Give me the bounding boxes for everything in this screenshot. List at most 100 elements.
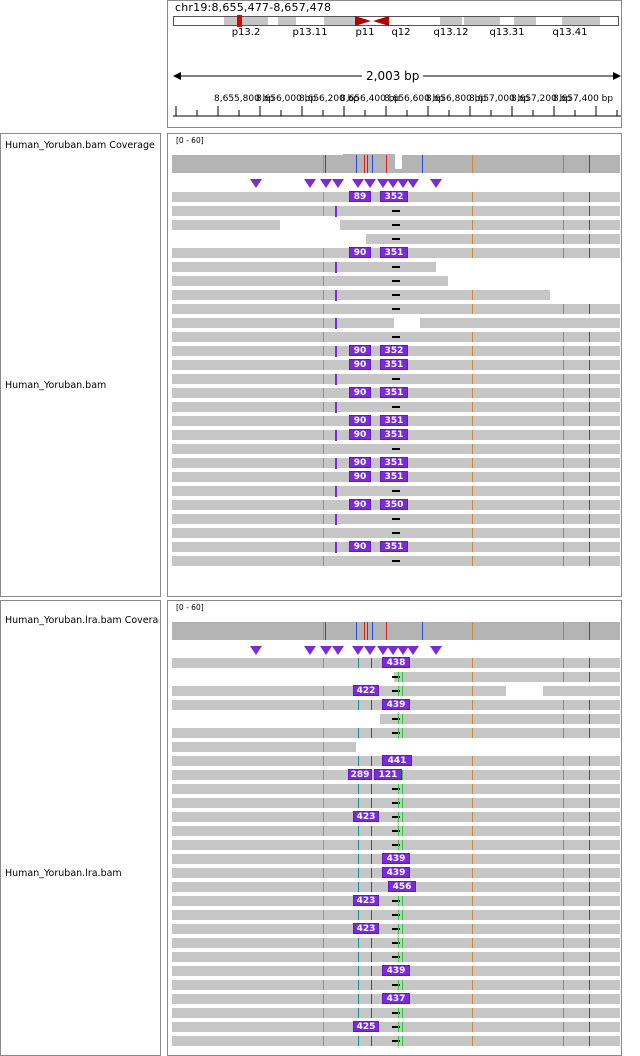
insertion-size-label[interactable]: 351 [380, 471, 408, 482]
insertion-size-label[interactable]: 90 [349, 429, 371, 440]
insertion-size-label[interactable]: 351 [380, 359, 408, 370]
insertion-triangle-icon[interactable] [304, 179, 316, 188]
insertion-size-label[interactable]: 456 [388, 881, 416, 892]
insertion-size-label[interactable]: 351 [380, 247, 408, 258]
insertion-bar[interactable] [335, 290, 337, 301]
insertion-size-label[interactable]: 90 [349, 457, 371, 468]
insertion-size-label[interactable]: 423 [353, 923, 379, 934]
insertion-bar[interactable] [335, 542, 337, 553]
insertion-size-label[interactable]: 121 [374, 769, 402, 780]
read-segment[interactable] [172, 742, 356, 752]
insertion-triangle-icon[interactable] [364, 179, 376, 188]
reads-track-name-b[interactable]: Human_Yoruban.lra.bam [5, 868, 122, 879]
insertion-size-label[interactable]: 438 [382, 657, 410, 668]
insertion-triangle-icon[interactable] [387, 179, 399, 188]
insertion-triangle-icon[interactable] [250, 179, 262, 188]
insertion-size-label[interactable]: 90 [349, 415, 371, 426]
coverage-variant-mark [364, 622, 365, 640]
insertion-bar[interactable] [335, 458, 337, 469]
insertion-triangle-icon[interactable] [387, 646, 399, 655]
insertion-bar[interactable] [335, 514, 337, 525]
insertion-size-label[interactable]: 90 [349, 359, 371, 370]
read-segment[interactable] [543, 686, 620, 696]
insertion-size-label[interactable]: 425 [353, 1021, 379, 1032]
read-segment[interactable] [172, 276, 448, 286]
insertion-triangle-icon[interactable] [352, 179, 364, 188]
insertion-size-label[interactable]: 352 [380, 345, 408, 356]
mismatch-mark [563, 882, 564, 892]
insertion-triangle-icon[interactable] [304, 646, 316, 655]
insertion-bar[interactable] [335, 206, 337, 217]
coverage-track-name-a[interactable]: Human_Yoruban.bam Coverage [5, 140, 155, 151]
read-segment[interactable] [172, 262, 436, 272]
read-segment[interactable] [172, 318, 394, 328]
insertion-triangle-icon[interactable] [364, 646, 376, 655]
insertion-size-label[interactable]: 439 [382, 699, 410, 710]
insertion-size-label[interactable]: 351 [380, 541, 408, 552]
insertion-size-label[interactable]: 439 [382, 853, 410, 864]
insertion-size-label[interactable]: 90 [349, 499, 371, 510]
insertion-size-label[interactable]: 439 [382, 965, 410, 976]
insertion-size-label[interactable]: 423 [353, 895, 379, 906]
insertion-triangle-icon[interactable] [377, 179, 389, 188]
insertion-size-label[interactable]: 422 [353, 685, 379, 696]
insertion-triangle-icon[interactable] [332, 179, 344, 188]
insertion-size-label[interactable]: 351 [380, 457, 408, 468]
mismatch-mark [358, 868, 359, 878]
insertion-size-label[interactable]: 90 [349, 471, 371, 482]
read-segment[interactable] [366, 234, 620, 244]
read-segment[interactable] [172, 290, 550, 300]
mismatch-mark [589, 430, 590, 440]
insertion-size-label[interactable]: 351 [380, 429, 408, 440]
insertion-bar[interactable] [335, 318, 337, 329]
mismatch-mark [398, 784, 399, 794]
insertion-size-label[interactable]: 423 [353, 811, 379, 822]
insertion-triangle-icon[interactable] [332, 646, 344, 655]
insertion-triangle-icon[interactable] [320, 646, 332, 655]
insertion-size-label[interactable]: 439 [382, 867, 410, 878]
coverage-variant-mark [367, 622, 368, 640]
insertion-bar[interactable] [335, 374, 337, 385]
insertion-size-label[interactable]: 90 [349, 247, 371, 258]
insertion-size-label[interactable]: 90 [349, 345, 371, 356]
insertion-triangle-icon[interactable] [320, 179, 332, 188]
insertion-size-label[interactable]: 352 [380, 191, 408, 202]
read-segment[interactable] [172, 220, 280, 230]
span-label: 2,003 bp [362, 69, 424, 83]
insertion-triangle-icon[interactable] [430, 646, 442, 655]
read-segment[interactable] [420, 318, 620, 328]
insertion-triangle-icon[interactable] [250, 646, 262, 655]
read-segment[interactable] [172, 686, 506, 696]
insertion-size-label[interactable]: 441 [382, 755, 412, 766]
mismatch-mark [563, 812, 564, 822]
insertion-triangle-icon[interactable] [397, 646, 409, 655]
insertion-size-label[interactable]: 351 [380, 387, 408, 398]
coverage-variant-mark [386, 622, 387, 640]
insertion-size-label[interactable]: 289 [348, 769, 372, 780]
insertion-size-label[interactable]: 90 [349, 387, 371, 398]
insertion-size-label[interactable]: 437 [382, 993, 410, 1004]
insertion-size-label[interactable]: 351 [380, 415, 408, 426]
insertion-triangle-icon[interactable] [430, 179, 442, 188]
insertion-bar[interactable] [335, 402, 337, 413]
deletion-mark [392, 336, 400, 338]
insertion-triangle-icon[interactable] [352, 646, 364, 655]
insertion-bar[interactable] [335, 346, 337, 357]
reads-track-name-a[interactable]: Human_Yoruban.bam [5, 380, 107, 391]
read-segment[interactable] [394, 672, 620, 682]
insertion-triangle-icon[interactable] [397, 179, 409, 188]
insertion-triangle-icon[interactable] [377, 646, 389, 655]
insertion-bar[interactable] [335, 486, 337, 497]
insertion-size-label[interactable]: 90 [349, 541, 371, 552]
read-segment[interactable] [380, 714, 620, 724]
insertion-size-label[interactable]: 350 [380, 499, 408, 510]
chromosome-ideogram[interactable] [173, 15, 619, 27]
read-segment[interactable] [340, 220, 620, 230]
insertion-bar[interactable] [335, 430, 337, 441]
mismatch-mark [323, 262, 324, 272]
insertion-triangle-icon[interactable] [407, 646, 419, 655]
insertion-bar[interactable] [335, 262, 337, 273]
insertion-size-label[interactable]: 89 [349, 191, 371, 202]
coverage-track-name-b[interactable]: Human_Yoruban.lra.bam Coverage [5, 615, 159, 626]
insertion-triangle-icon[interactable] [407, 179, 419, 188]
